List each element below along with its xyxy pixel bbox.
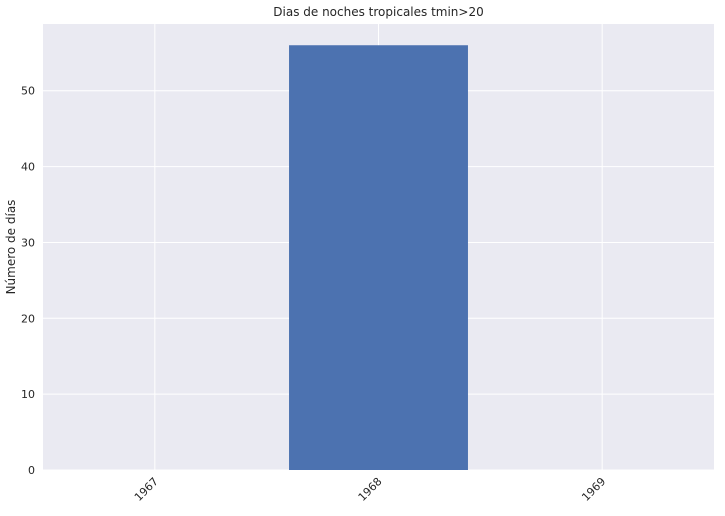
y-axis-label: Número de días [4, 200, 18, 295]
bars [289, 45, 468, 470]
y-tick-label: 20 [21, 312, 35, 325]
y-tick-label: 0 [28, 464, 35, 477]
y-tick-label: 10 [21, 388, 35, 401]
y-tick-label: 50 [21, 85, 35, 98]
chart-title: Dias de noches tropicales tmin>20 [273, 5, 483, 19]
y-axis-ticks: 0 10 20 30 40 50 [21, 85, 35, 477]
bar-1968 [289, 45, 468, 470]
y-tick-label: 40 [21, 161, 35, 174]
y-tick-label: 30 [21, 236, 35, 249]
x-tick-label: 1969 [579, 475, 608, 504]
x-tick-label: 1967 [132, 475, 161, 504]
x-tick-label: 1968 [356, 475, 385, 504]
x-axis-ticks: 1967 1968 1969 [132, 475, 608, 504]
